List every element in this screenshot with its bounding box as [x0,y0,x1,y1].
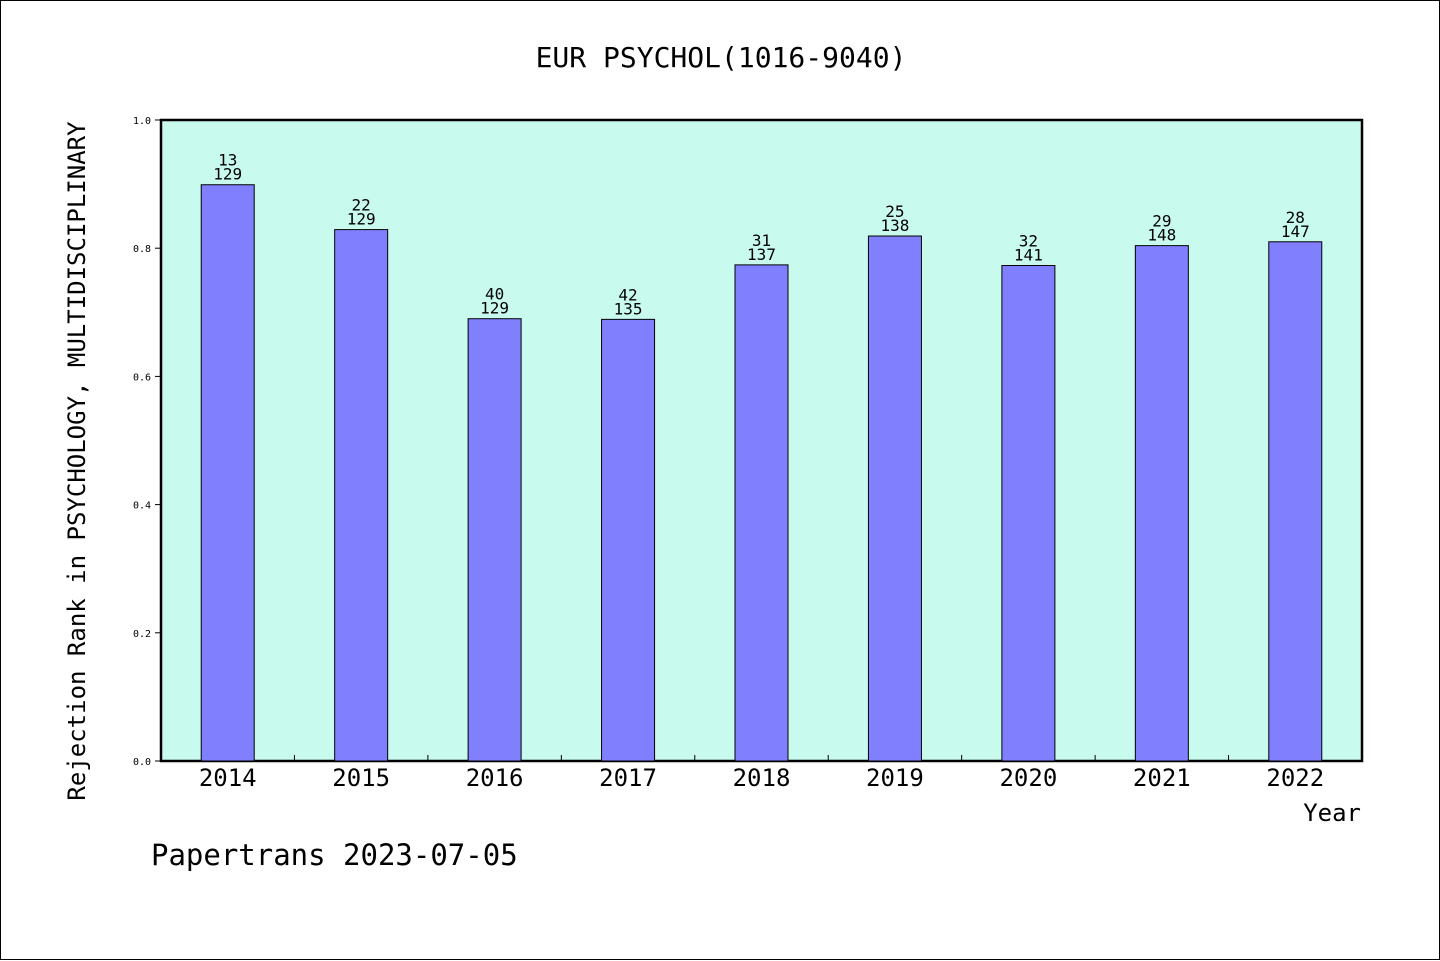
x-tick-label: 2020 [999,764,1057,792]
bar-2014 [200,184,255,762]
bar-labels-group: 1312922129401294213531137251383214129148… [213,151,1309,319]
y-tick-label: 1.0 [133,116,151,127]
bar-2018 [734,264,789,762]
bar-total-label: 141 [1014,246,1043,265]
bar-2015 [334,229,389,762]
bar-rank-label: 25 [885,202,904,221]
x-tick-label: 2015 [332,764,390,792]
bar-total-label: 135 [614,299,643,318]
x-tick-label: 2022 [1266,764,1324,792]
x-tick-label: 2019 [866,764,924,792]
y-tick-label: 0.6 [133,372,151,383]
x-tick-label: 2014 [199,764,257,792]
bar-total-label: 129 [480,299,509,318]
bar-total-label: 138 [880,216,909,235]
bars-group [200,184,1323,762]
x-tick-label: 2016 [466,764,524,792]
footer-credit: Papertrans 2023-07-05 [151,838,518,872]
y-axis: 0.0 0.2 0.4 0.6 0.8 1.0 [133,116,161,768]
bar-rank-label: 28 [1286,208,1305,227]
y-axis-title: Rejection Rank in PSYCHOLOGY, MULTIDISCI… [63,121,91,801]
bar-total-label: 137 [747,245,776,264]
bar-rank-label: 13 [218,151,237,170]
bar-rank-label: 31 [752,231,771,250]
x-tick-label: 2017 [599,764,657,792]
x-axis: 2014 2015 2016 2017 2018 2019 2020 2021 2022 [199,755,1324,792]
bar-total-label: 148 [1147,226,1176,245]
bar-rank-label: 22 [352,196,371,215]
x-tick-label: 2021 [1133,764,1191,792]
bar-rank-label: 29 [1152,212,1171,231]
bar-rank-label: 32 [1019,232,1038,251]
bar-rank-label: 40 [485,285,504,304]
bar-2017 [601,318,656,762]
y-tick-label: 0.4 [133,501,151,512]
y-tick-label: 0.8 [133,244,151,255]
y-tick-label: 0.2 [133,629,151,640]
bar-total-label: 129 [347,210,376,229]
x-tick-label: 2018 [733,764,791,792]
bar-2020 [1001,265,1056,762]
bar-total-label: 147 [1281,222,1310,241]
bar-2022 [1268,241,1323,762]
bar-total-label: 129 [213,165,242,184]
bar-rank-label: 42 [618,285,637,304]
x-axis-title: Year [1303,799,1361,827]
y-tick-label: 0.0 [133,757,151,768]
bar-2021 [1134,245,1189,762]
chart-title: EUR PSYCHOL(1016-9040) [536,41,907,74]
bar-2016 [467,318,522,762]
bar-2019 [867,235,922,762]
